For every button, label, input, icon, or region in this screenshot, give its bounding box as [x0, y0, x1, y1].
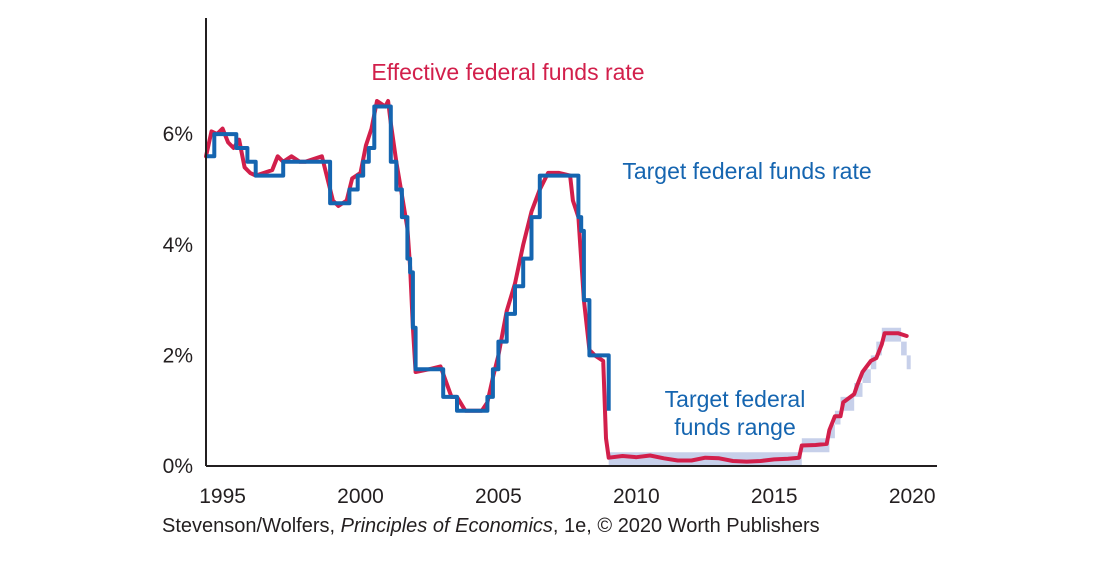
y-tick-label: 2%: [163, 344, 193, 367]
effective-rate-label: Effective federal funds rate: [371, 59, 644, 85]
labels-layer: Effective federal funds rate Target feder…: [371, 59, 871, 440]
x-tick-label: 2005: [475, 485, 522, 508]
x-tick-label: 2010: [613, 485, 660, 508]
x-tick-label: 1995: [199, 485, 246, 508]
series-lines-layer: [204, 99, 909, 464]
y-tick-label: 4%: [163, 234, 193, 257]
target-range-label-line1: Target federal: [665, 386, 806, 412]
target-range-label-line2: funds range: [674, 414, 795, 440]
target-rate-label: Target federal funds rate: [622, 158, 871, 184]
x-tick-label: 2015: [751, 485, 798, 508]
credit-book-title: Principles of Economics: [340, 515, 553, 537]
axes-layer: 0% 2% 4% 6% 1995 2000 2005 2010 2015 2020: [163, 18, 937, 508]
source-credit: Stevenson/Wolfers, Principles of Economi…: [162, 515, 820, 538]
target-rate-line: [206, 104, 611, 413]
credit-edition: , 1e, © 2020 Worth Publishers: [552, 515, 820, 537]
x-tick-label: 2000: [337, 485, 384, 508]
x-tick-label: 2020: [889, 485, 936, 508]
y-tick-label: 0%: [163, 455, 193, 478]
credit-authors: Stevenson/Wolfers,: [162, 515, 341, 537]
y-tick-label: 6%: [163, 123, 193, 146]
